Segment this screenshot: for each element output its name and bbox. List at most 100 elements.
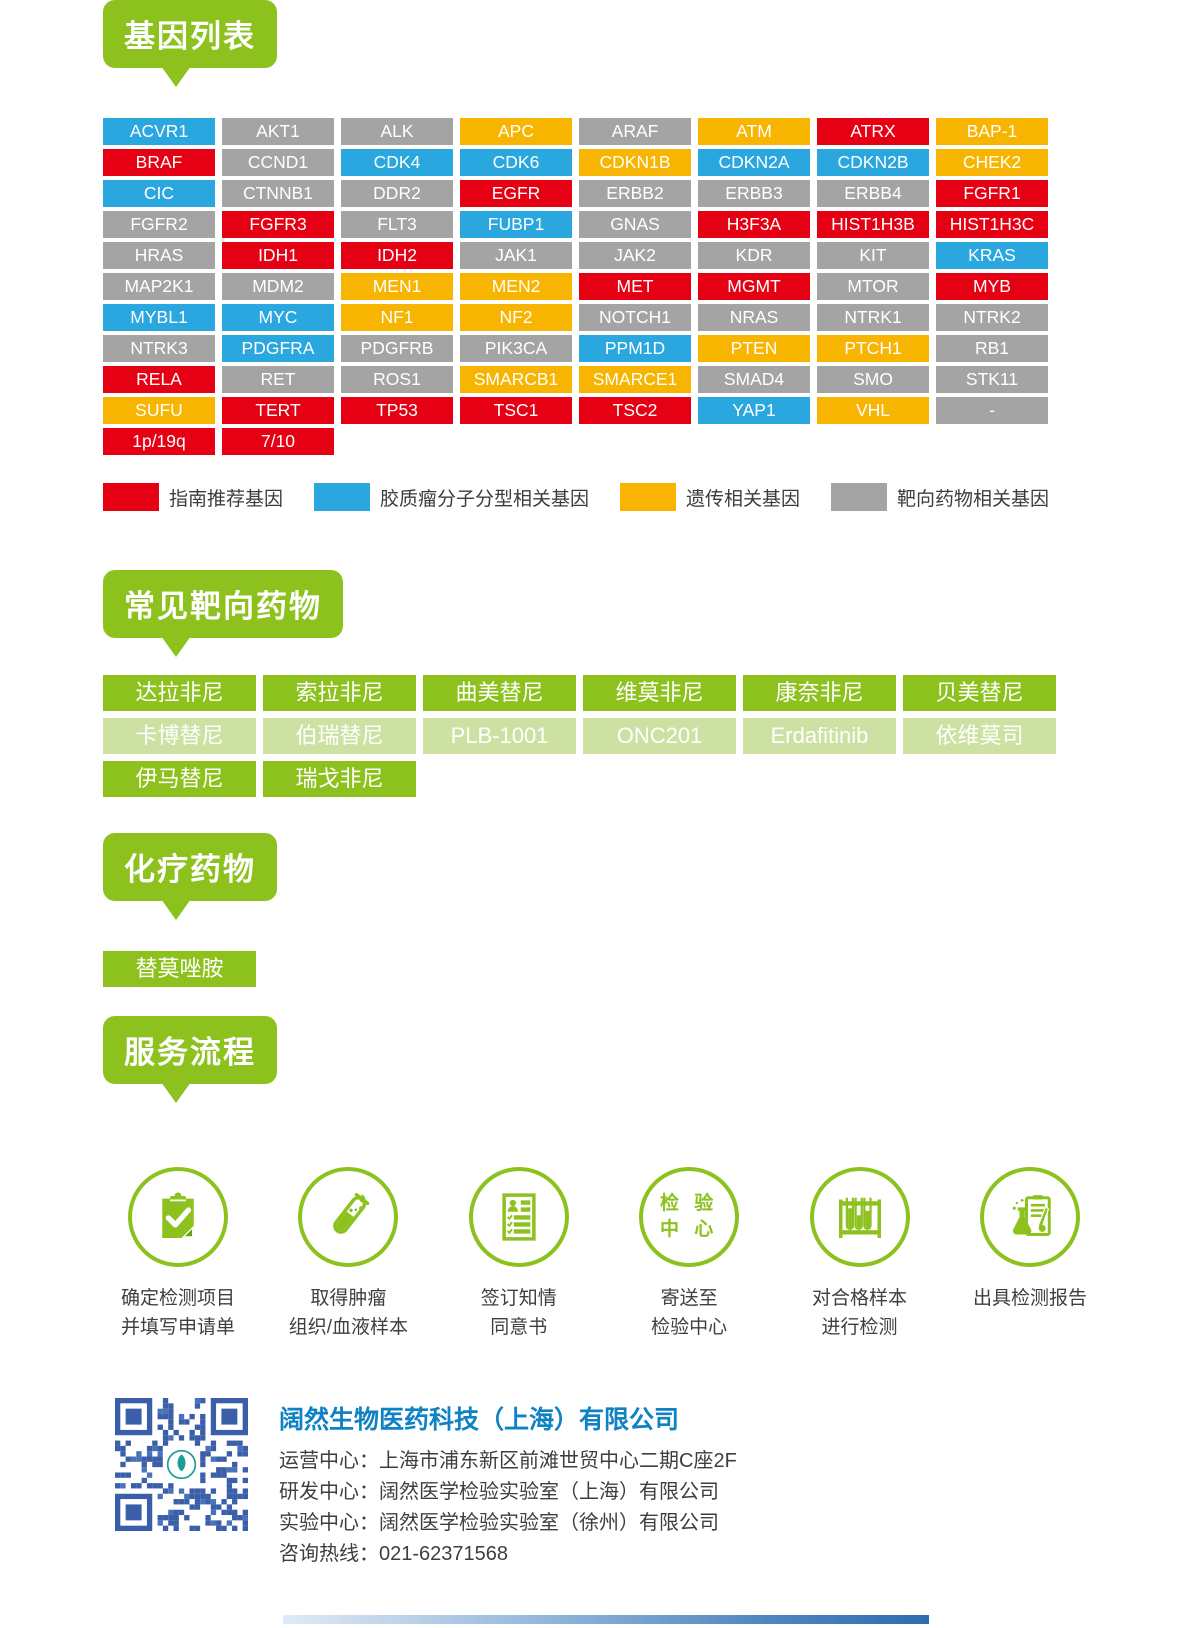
step-caption: 寄送至 检验中心 xyxy=(651,1288,728,1338)
gene-cell: NRAS xyxy=(698,304,810,331)
legend-swatch-gray xyxy=(831,483,888,511)
clipboard-check-icon xyxy=(162,1192,194,1238)
gene-cell: MYBL1 xyxy=(103,304,215,331)
gene-cell: MET xyxy=(579,273,691,300)
gene-cell: PIK3CA xyxy=(460,335,572,362)
gene-cell: FGFR1 xyxy=(936,180,1048,207)
gene-cell: ATM xyxy=(698,118,810,145)
footer-line: 咨询热线：021-62371568 xyxy=(279,1543,509,1565)
gene-cell: MTOR xyxy=(817,273,929,300)
gene-cell: GNAS xyxy=(579,211,691,238)
gene-cell: JAK1 xyxy=(460,242,572,269)
gene-cell: PTCH1 xyxy=(817,335,929,362)
step-circle xyxy=(809,1167,910,1267)
footer-lines: 运营中心：上海市浦东新区前滩世贸中心二期C座2F 研发中心：阔然医学检验实验室（上… xyxy=(279,1446,737,1570)
gene-cell: SMARCB1 xyxy=(460,366,572,393)
gene-cell: CIC xyxy=(103,180,215,207)
drug-cell: 索拉非尼 xyxy=(263,675,416,711)
step-caption: 对合格样本 进行检测 xyxy=(812,1288,908,1338)
gene-cell: RELA xyxy=(103,366,215,393)
legend-item: 靶向药物相关基因 xyxy=(831,483,1049,511)
gene-cell: NTRK2 xyxy=(936,304,1048,331)
gene-cell: APC xyxy=(460,118,572,145)
footer-line: 运营中心：上海市浦东新区前滩世贸中心二期C座2F xyxy=(279,1450,737,1472)
gene-cell: BRAF xyxy=(103,149,215,176)
gene-cell: TERT xyxy=(222,397,334,424)
legend-item: 指南推荐基因 xyxy=(103,483,283,511)
gene-cell: MDM2 xyxy=(222,273,334,300)
gene-cell: NF2 xyxy=(460,304,572,331)
legend-swatch-blue xyxy=(314,483,371,511)
qr-center-logo xyxy=(166,1449,197,1480)
gene-cell: CCND1 xyxy=(222,149,334,176)
gene-cell: - xyxy=(936,397,1048,424)
legend-label: 遗传相关基因 xyxy=(686,488,801,510)
gene-cell: RET xyxy=(222,366,334,393)
gene-cell: RB1 xyxy=(936,335,1048,362)
step-caption: 取得肿瘤 组织/血液样本 xyxy=(288,1288,409,1338)
gene-grid: ACVR1 AKT1 ALK APC ARAF ATM ATRX BAP-1 BRAF CCND1… xyxy=(103,118,1113,455)
drug-cell: 康奈非尼 xyxy=(743,675,896,711)
legend-swatch-red xyxy=(103,483,159,511)
step-caption: 确定检测项目 并填写申请单 xyxy=(120,1288,235,1338)
gene-cell: TP53 xyxy=(341,397,453,424)
gene-cell: CDKN1B xyxy=(579,149,691,176)
report-icon xyxy=(1012,1195,1051,1236)
legend-label: 胶质瘤分子分型相关基因 xyxy=(380,488,590,510)
gene-cell: CDK6 xyxy=(460,149,572,176)
chemo-section-title: 化疗药物 xyxy=(103,833,277,920)
gene-cell: ARAF xyxy=(579,118,691,145)
gene-cell: IDH1 xyxy=(222,242,334,269)
step-circle xyxy=(128,1167,228,1267)
chemo-drug-grid: 替莫唑胺 xyxy=(103,951,1113,987)
step-circle xyxy=(468,1167,569,1267)
gene-cell: EGFR xyxy=(460,180,572,207)
gene-cell: ACVR1 xyxy=(103,118,215,145)
gene-cell: KDR xyxy=(698,242,810,269)
gene-cell: CHEK2 xyxy=(936,149,1048,176)
gene-cell: DDR2 xyxy=(341,180,453,207)
gene-cell: CDK4 xyxy=(341,149,453,176)
gene-cell: IDH2 xyxy=(341,242,453,269)
legend-swatch-orange xyxy=(620,483,677,511)
drug-cell: 维莫非尼 xyxy=(583,675,736,711)
step-caption: 出具检测报告 xyxy=(972,1288,1087,1309)
gene-cell: BAP-1 xyxy=(936,118,1048,145)
gene-cell: PTEN xyxy=(698,335,810,362)
gene-cell: TSC1 xyxy=(460,397,572,424)
process-step: 对合格样本 进行检测 xyxy=(785,1167,935,1342)
qr-code xyxy=(115,1398,248,1531)
gene-cell: NTRK1 xyxy=(817,304,929,331)
step-circle xyxy=(979,1167,1080,1267)
test-center-label-icon: 检 验中 心 xyxy=(660,1193,719,1240)
gene-cell: HRAS xyxy=(103,242,215,269)
gene-cell: YAP1 xyxy=(698,397,810,424)
legend-item: 遗传相关基因 xyxy=(620,483,800,511)
gene-cell: SMARCE1 xyxy=(579,366,691,393)
drug-cell: 替莫唑胺 xyxy=(103,951,256,987)
company-name: 阔然生物医药科技（上海）有限公司 xyxy=(279,1406,680,1434)
drug-cell: 达拉非尼 xyxy=(103,675,256,711)
gene-cell: CDKN2A xyxy=(698,149,810,176)
gene-cell: CDKN2B xyxy=(817,149,929,176)
gene-cell: FGFR3 xyxy=(222,211,334,238)
drug-cell: Erdafitinib xyxy=(743,718,896,754)
gene-cell: JAK2 xyxy=(579,242,691,269)
gene-cell: STK11 xyxy=(936,366,1048,393)
gene-cell: SMO xyxy=(817,366,929,393)
gene-cell: MYC xyxy=(222,304,334,331)
legend-item: 胶质瘤分子分型相关基因 xyxy=(314,483,589,511)
drug-cell: 依维莫司 xyxy=(903,718,1056,754)
gene-cell: ERBB2 xyxy=(579,180,691,207)
gene-legend: 指南推荐基因 胶质瘤分子分型相关基因 遗传相关基因 靶向药物相关基因 xyxy=(103,483,1113,511)
gene-cell: CTNNB1 xyxy=(222,180,334,207)
gene-cell: ALK xyxy=(341,118,453,145)
gene-cell: MYB xyxy=(936,273,1048,300)
process-step: 签订知情 同意书 xyxy=(444,1167,594,1342)
targeted-section-title: 常见靶向药物 xyxy=(103,570,343,657)
process-section-title: 服务流程 xyxy=(103,1016,277,1103)
qr-code-image xyxy=(115,1398,248,1531)
gene-cell: NF1 xyxy=(341,304,453,331)
step-circle xyxy=(298,1167,399,1267)
